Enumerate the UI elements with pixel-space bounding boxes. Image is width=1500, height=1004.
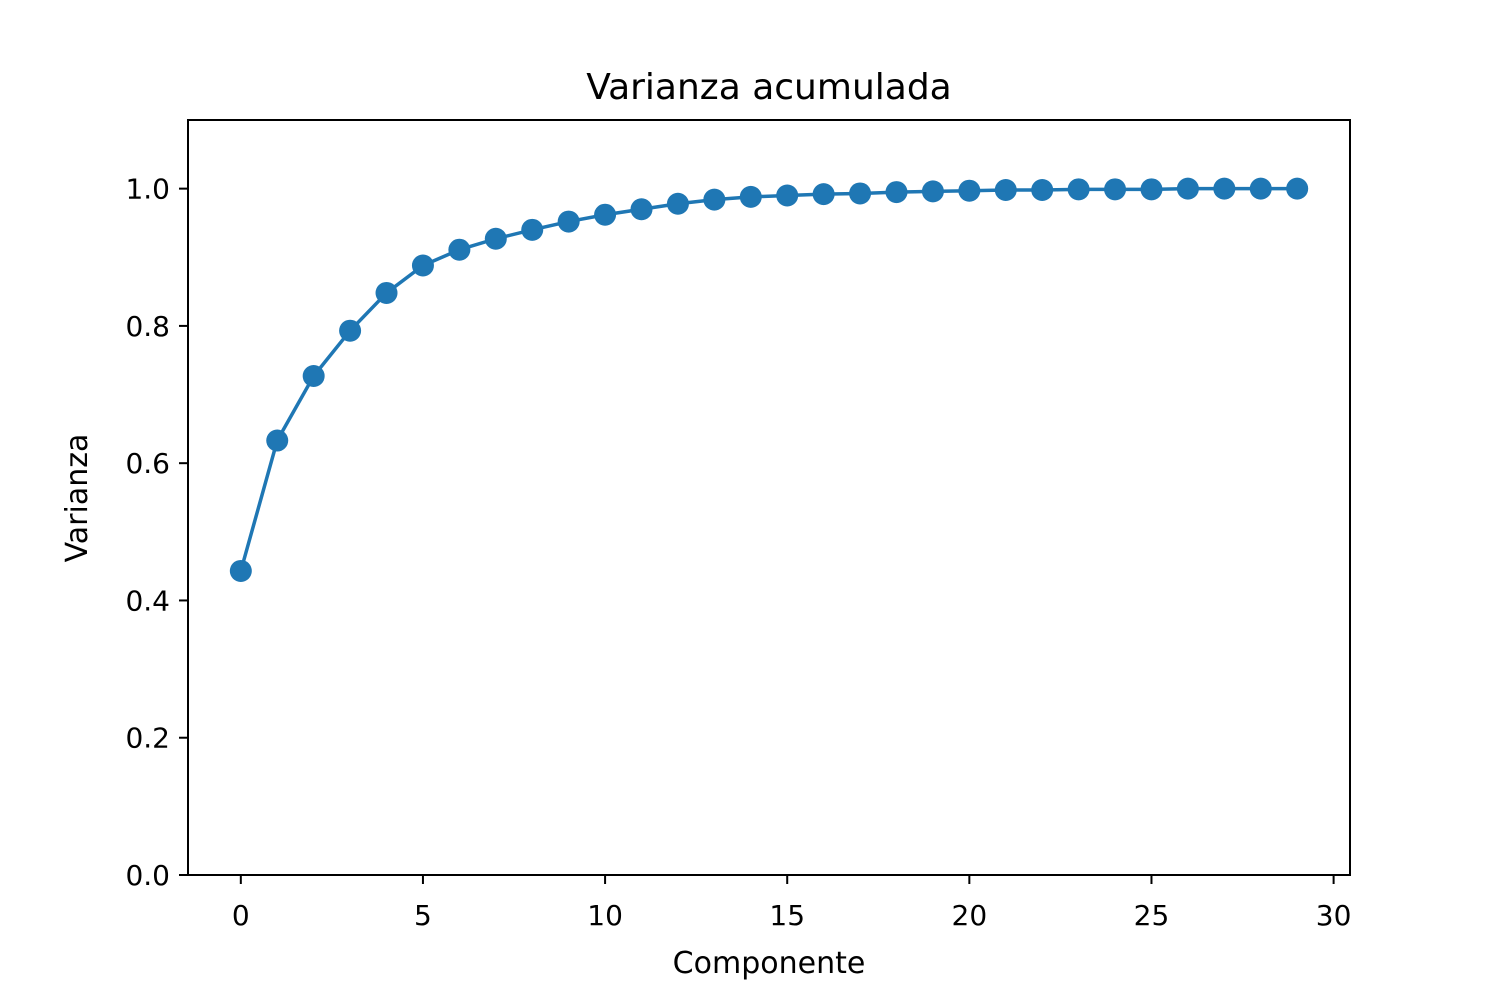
x-tick-label: 5 [414, 899, 432, 932]
data-point [1213, 177, 1236, 200]
data-point [339, 319, 362, 342]
chart-title: Varianza acumulada [586, 67, 952, 108]
data-point [958, 179, 981, 202]
data-point [448, 238, 471, 261]
data-point [703, 188, 726, 211]
y-tick-label: 0.2 [125, 722, 170, 755]
data-point [229, 559, 252, 582]
plot-area-frame [187, 119, 1351, 876]
x-axis-ticks: 0 5 10 15 20 25 30 [232, 875, 1352, 932]
y-tick-label: 0.0 [125, 859, 170, 892]
data-point [994, 179, 1017, 202]
x-tick-label: 10 [587, 899, 623, 932]
data-point [1249, 177, 1272, 200]
data-point [521, 218, 544, 241]
x-axis-label: Componente [673, 946, 866, 981]
data-point [266, 429, 289, 452]
data-point [739, 185, 762, 208]
data-point [1067, 178, 1090, 201]
y-axis-ticks: 0.0 0.2 0.4 0.6 0.8 1.0 [125, 173, 188, 892]
x-tick-label: 15 [769, 899, 805, 932]
data-point [885, 181, 908, 204]
data-point [484, 227, 507, 250]
data-point [849, 182, 872, 205]
data-point [1140, 178, 1163, 201]
y-tick-label: 1.0 [125, 173, 170, 206]
y-tick-label: 0.4 [125, 584, 170, 617]
data-point [302, 365, 325, 388]
x-tick-label: 20 [952, 899, 988, 932]
data-point [1104, 178, 1127, 201]
data-point [812, 183, 835, 206]
y-tick-label: 0.8 [125, 310, 170, 343]
data-point [1031, 179, 1054, 202]
data-point [375, 281, 398, 304]
data-point [1176, 177, 1199, 200]
x-tick-label: 25 [1134, 899, 1170, 932]
data-point [921, 180, 944, 203]
series-markers [229, 177, 1309, 582]
y-axis-label: Varianza [60, 434, 95, 563]
y-tick-label: 0.6 [125, 447, 170, 480]
data-point [630, 198, 653, 221]
data-point [557, 210, 580, 233]
data-point [1286, 177, 1309, 200]
data-point [411, 254, 434, 277]
x-tick-label: 30 [1316, 899, 1352, 932]
data-point [594, 203, 617, 226]
data-point [776, 184, 799, 207]
data-point [666, 192, 689, 215]
x-tick-label: 0 [232, 899, 250, 932]
